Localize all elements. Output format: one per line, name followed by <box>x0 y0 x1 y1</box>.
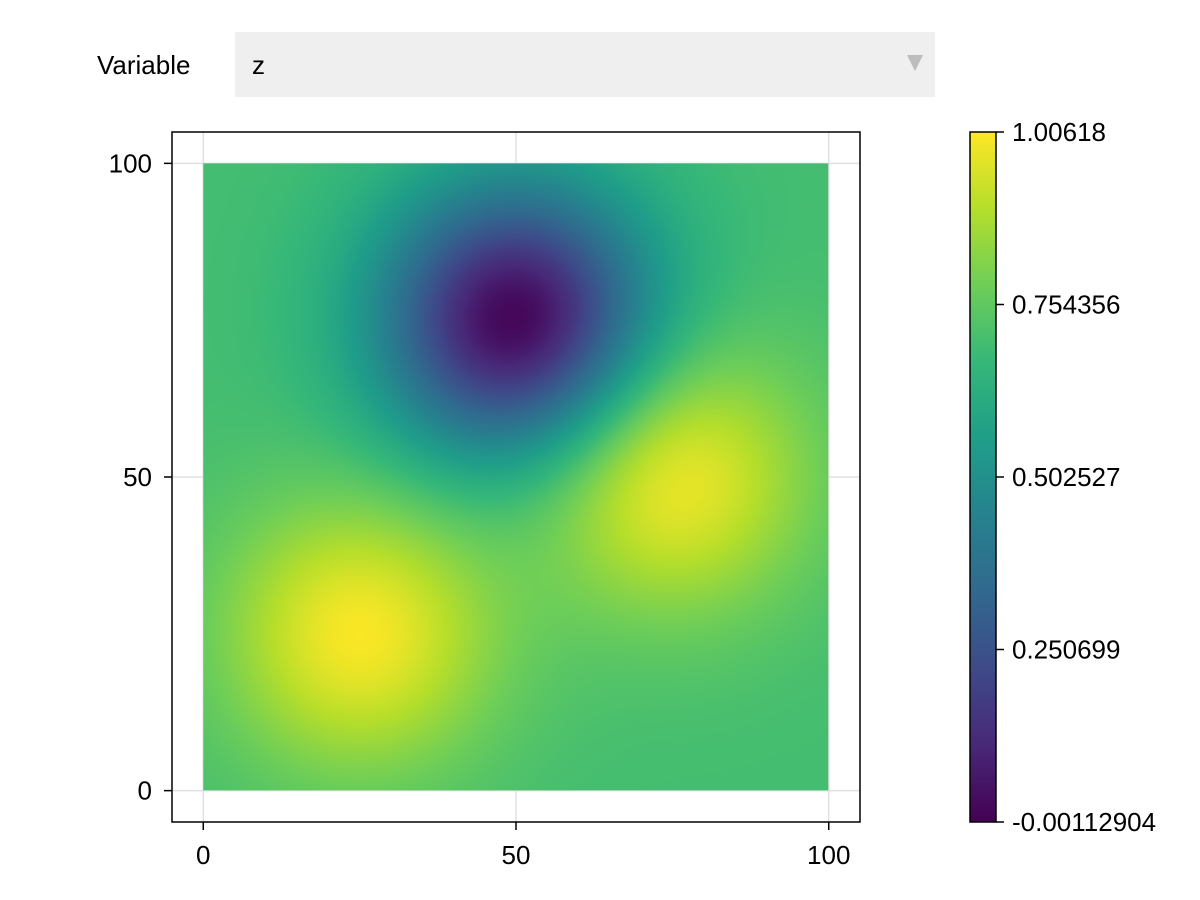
colorbar-tick-label: -0.00112904 <box>1012 807 1156 837</box>
colorbar-tick-label: 0.754356 <box>1012 289 1120 319</box>
x-tick-label: 0 <box>196 840 210 870</box>
y-tick-label: 0 <box>138 776 152 806</box>
colorbar <box>969 131 997 823</box>
axis-ticks: 0 50 100 0 50 100 <box>109 148 851 870</box>
y-tick-label: 50 <box>123 462 152 492</box>
colorbar-tick-label: 0.502527 <box>1012 462 1120 492</box>
colorbar-tick-label: 1.00618 <box>1012 117 1106 147</box>
variable-dropdown[interactable]: z <box>235 32 935 97</box>
x-tick-label: 50 <box>502 840 531 870</box>
heatmap-image <box>203 163 829 791</box>
chevron-down-icon <box>907 55 923 71</box>
heatmap-surface <box>203 163 829 791</box>
variable-label: Variable <box>97 50 191 80</box>
colorbar-ticks: 1.00618 0.754356 0.502527 0.250699 -0.001129… <box>996 117 1156 837</box>
y-tick-label: 100 <box>109 148 152 178</box>
variable-selected-value: z <box>252 50 265 80</box>
x-tick-label: 100 <box>807 840 850 870</box>
colorbar-tick-label: 0.250699 <box>1012 634 1120 664</box>
